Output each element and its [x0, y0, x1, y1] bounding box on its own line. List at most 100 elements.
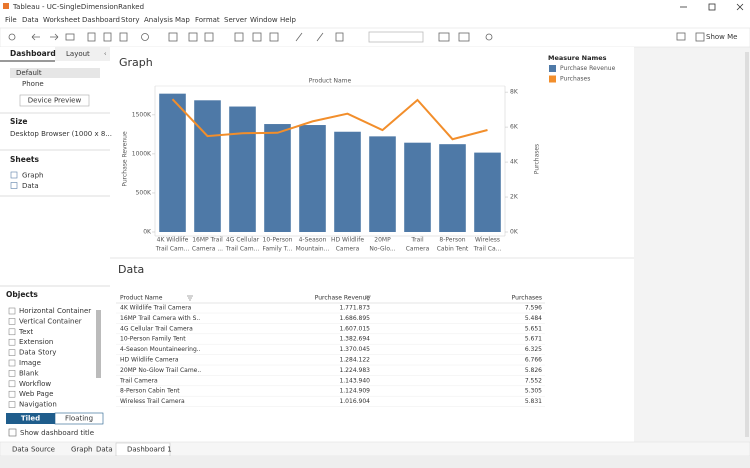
x-tick-label: 10-Person: [263, 237, 293, 244]
object-icon: [8, 338, 16, 346]
menu-item[interactable]: Dashboard: [82, 16, 120, 24]
tiled-button[interactable]: [6, 413, 55, 424]
floating-label[interactable]: Floating: [65, 415, 93, 423]
table-cell: 5.484: [525, 315, 542, 322]
object-icon: [8, 390, 16, 398]
object-item[interactable]: Web Page: [19, 390, 53, 398]
show-me-button[interactable]: Show Me: [706, 33, 737, 41]
object-item[interactable]: Image: [19, 359, 41, 367]
objects-scrollbar[interactable]: [96, 310, 101, 378]
table-cell: 8-Person Cabin Tent: [120, 388, 180, 395]
legend-label[interactable]: Purchases: [560, 76, 590, 83]
menu-item[interactable]: Server: [224, 16, 247, 24]
sheet-tab[interactable]: Data: [96, 446, 113, 454]
menu-item[interactable]: Help: [280, 16, 297, 24]
toolbar-icons[interactable]: [8, 31, 705, 43]
bar: [474, 152, 501, 232]
panel-tab[interactable]: Layout: [66, 50, 90, 58]
menu-item[interactable]: Analysis: [144, 16, 173, 24]
column-header[interactable]: Purchases: [512, 295, 542, 302]
table-cell: 6.766: [525, 357, 542, 364]
x-tick-label: Camera: [406, 246, 430, 253]
sheet-item[interactable]: Data: [22, 182, 39, 190]
table-cell: 1.686.895: [339, 315, 370, 322]
section-heading: Size: [10, 117, 27, 126]
dashboard-canvas: [110, 47, 634, 442]
object-item[interactable]: Extension: [19, 338, 53, 346]
x-tick-label: 4G Cellular: [226, 237, 260, 244]
status-bar: [0, 456, 750, 468]
table-cell: Wireless Trail Camera: [120, 398, 185, 405]
menu-item[interactable]: Format: [195, 16, 220, 24]
table-cell: 1.016.904: [339, 398, 370, 405]
tiled-label[interactable]: Tiled: [21, 415, 40, 423]
object-item[interactable]: Blank: [19, 369, 39, 377]
object-item[interactable]: Navigation: [19, 401, 57, 409]
y2-tick-label: 2K: [510, 194, 519, 201]
sheet-tab[interactable]: Graph: [71, 446, 92, 454]
device-option[interactable]: Phone: [22, 80, 44, 88]
bar: [369, 136, 396, 232]
layout-tab[interactable]: [55, 47, 110, 61]
x-tick-label: Mountain...: [296, 246, 330, 253]
y-axis-title: Purchase Revenue: [122, 131, 129, 187]
device-preview-button[interactable]: [19, 94, 90, 107]
menu-item[interactable]: Window: [250, 16, 278, 24]
table-cell: 5.305: [525, 388, 542, 395]
sheet-tab[interactable]: Dashboard 1: [127, 446, 172, 454]
menu-item[interactable]: Map: [175, 16, 190, 24]
table-cell: 5.651: [525, 325, 542, 332]
sheet-tab[interactable]: Data Source: [12, 446, 55, 454]
menu-item[interactable]: Worksheet: [43, 16, 80, 24]
column-header[interactable]: Purchase Revenue: [315, 295, 371, 302]
device-preview-label[interactable]: Device Preview: [28, 97, 82, 105]
checkbox-label[interactable]: Show dashboard title: [20, 429, 94, 437]
y2-tick-label: 6K: [510, 124, 519, 131]
title-menu-bar: [0, 0, 750, 28]
object-item[interactable]: Data Story: [19, 349, 56, 357]
right-scrollbar[interactable]: [745, 52, 749, 437]
bar: [159, 93, 186, 232]
size-dropdown[interactable]: Desktop Browser (1000 x 8...: [10, 130, 112, 138]
sheet-item[interactable]: Graph: [22, 172, 43, 180]
panel-tab[interactable]: Dashboard: [10, 49, 56, 58]
x-tick-label: Trail Ca...: [473, 246, 502, 253]
bar: [194, 100, 221, 232]
object-icon: [8, 380, 16, 388]
x-tick-label: 4-Season: [299, 237, 327, 244]
x-tick-label: Family T...: [263, 246, 293, 253]
column-header[interactable]: Product Name: [120, 295, 163, 302]
table-cell: 4K Wildlife Trail Camera: [120, 305, 192, 312]
table-cell: 1.370.045: [339, 346, 370, 353]
object-icon: [8, 318, 16, 325]
legend-label[interactable]: Purchase Revenue: [560, 65, 616, 72]
device-option[interactable]: Default: [16, 69, 42, 77]
sort-icon[interactable]: [187, 295, 193, 301]
object-item[interactable]: Horizontal Container: [19, 307, 91, 315]
window-controls[interactable]: [680, 3, 744, 11]
dashboard-tab[interactable]: [0, 47, 55, 61]
show-title-checkbox[interactable]: [8, 428, 17, 437]
collapse-arrow[interactable]: ‹: [104, 51, 106, 58]
app-icon: [3, 3, 9, 9]
device-default-bg[interactable]: [10, 68, 100, 78]
x-tick-label: 16MP Trail: [192, 237, 223, 244]
table-cell: 1.607.015: [339, 325, 370, 332]
floating-button[interactable]: [54, 412, 104, 425]
y-tick-label: 500K: [136, 189, 152, 196]
section-heading: Objects: [6, 290, 38, 299]
section-heading: Sheets: [10, 155, 39, 164]
menu-item[interactable]: File: [5, 16, 17, 24]
sort-icon[interactable]: [365, 295, 371, 301]
object-icon: [8, 349, 16, 356]
object-item[interactable]: Text: [18, 328, 33, 336]
menu-item[interactable]: Story: [121, 16, 140, 24]
table-cell: 16MP Trail Camera with S..: [120, 315, 200, 322]
object-item[interactable]: Workflow: [19, 380, 51, 388]
menu-item[interactable]: Data: [22, 16, 39, 24]
sheet-icon: [10, 171, 18, 179]
object-item[interactable]: Vertical Container: [19, 317, 82, 325]
sheet-icon: [10, 182, 18, 189]
